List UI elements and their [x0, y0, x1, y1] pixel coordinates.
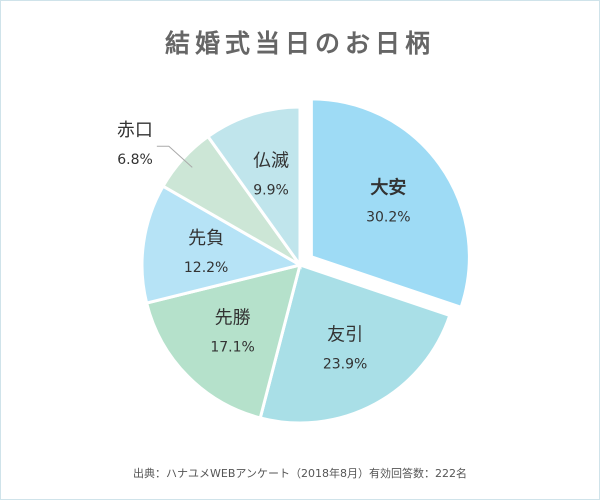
pie-slice	[258, 263, 452, 425]
pie-slice	[309, 97, 471, 310]
pie-slice	[140, 184, 304, 305]
slice-label: 先勝	[215, 308, 251, 329]
slice-value-label: 23.9%	[323, 356, 367, 372]
slice-value-label: 30.2%	[366, 210, 410, 226]
pie-slice	[205, 105, 302, 270]
source-note: 出典：ハナユメWEBアンケート（2018年8月）有効回答数：222名	[133, 466, 467, 480]
pie-slice	[144, 262, 303, 420]
slice-label: 大安	[370, 177, 406, 199]
chart-title: 結婚式当日のお日柄	[165, 29, 435, 58]
slice-label: 先負	[188, 228, 224, 249]
slice-value-label: 17.1%	[210, 340, 254, 356]
slice-label: 仏滅	[253, 151, 289, 172]
leader-line	[156, 145, 193, 168]
slice-value-label: 12.2%	[184, 260, 228, 276]
slice-value-label: 6.8%	[117, 152, 153, 168]
slice-label: 友引	[327, 324, 363, 345]
slice-label: 赤口	[117, 120, 153, 141]
slice-value-label: 9.9%	[253, 183, 289, 199]
